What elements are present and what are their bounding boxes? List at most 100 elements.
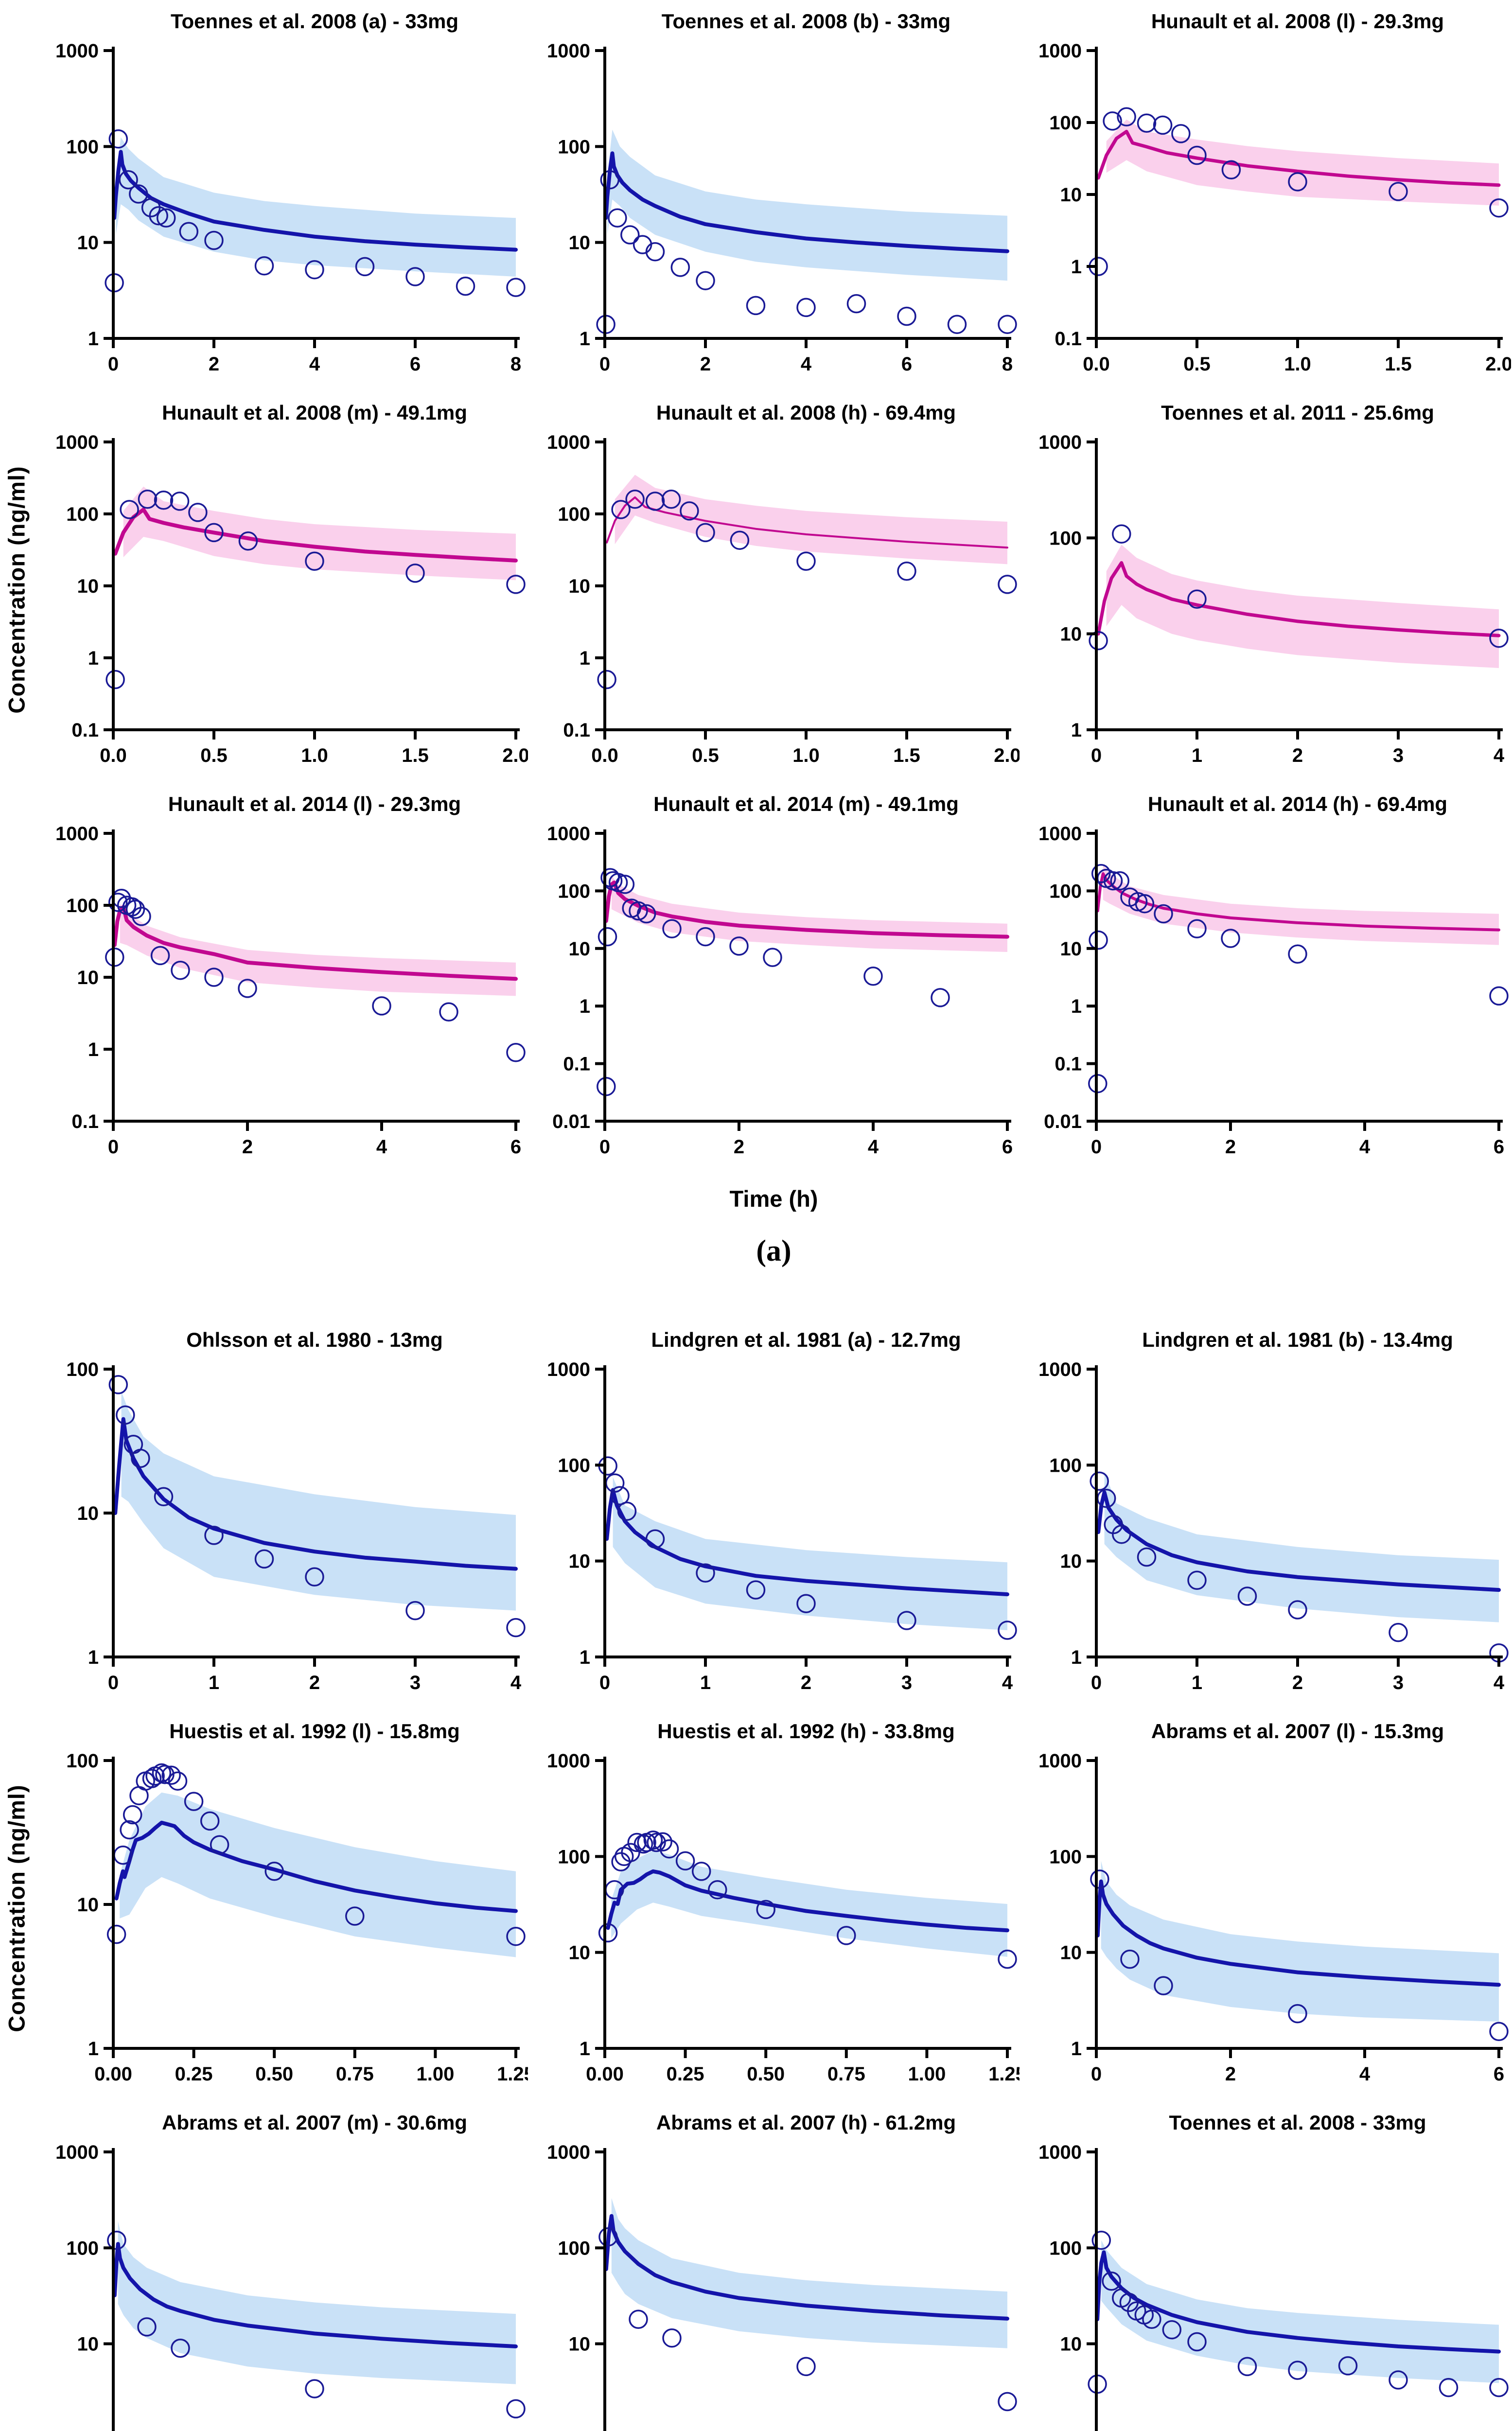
- y-tick-label: 1: [580, 996, 590, 1017]
- x-tick-label: 2: [1292, 745, 1303, 766]
- data-point: [696, 927, 715, 947]
- y-tick-label: 1000: [55, 823, 99, 845]
- y-tick-label: 100: [66, 2237, 99, 2259]
- data-point: [355, 257, 375, 277]
- subplot-title: Abrams et al. 2007 (l) - 15.3mg: [1151, 1720, 1444, 1743]
- x-tick-label: 1: [1192, 1672, 1202, 1693]
- x-tick-label: 6: [1494, 1136, 1504, 1158]
- data-point: [947, 315, 967, 334]
- data-point: [897, 306, 916, 326]
- data-point: [142, 1769, 162, 1788]
- x-tick-label: 1: [700, 1672, 711, 1693]
- x-tick-label: 8: [1002, 353, 1013, 375]
- x-tick-label: 4: [309, 353, 320, 375]
- y-tick-label: 10: [1060, 1942, 1082, 1964]
- y-tick-label: 1000: [547, 432, 590, 453]
- y-tick-label: 0.1: [563, 720, 590, 741]
- data-point: [643, 1830, 663, 1850]
- data-point: [1171, 124, 1191, 143]
- subplot-title: Hunault et al. 2014 (l) - 29.3mg: [168, 793, 461, 815]
- subplot-lindgren-1981a: 1 10 100 1000 0 1 2 3 4 Lindgren et al. 1981 (a) …: [528, 1321, 1020, 1713]
- x-tick-label: 0.5: [1183, 353, 1211, 375]
- data-point: [1237, 2357, 1257, 2377]
- data-point: [1091, 2230, 1111, 2250]
- data-point: [645, 492, 665, 511]
- x-tick-label: 0.75: [827, 2063, 865, 2085]
- data-point: [155, 1764, 175, 1784]
- data-point: [150, 946, 170, 966]
- data-point: [629, 901, 648, 921]
- data-point: [1221, 929, 1240, 948]
- x-tick-label: 2: [242, 1136, 253, 1158]
- data-point: [729, 936, 749, 956]
- model-line: [1096, 872, 1500, 932]
- subplot-hunault-2008-h: 0.1 1 10 100 1000 0.0 0.5 1.0 1.5 2.0 Hunault et a…: [528, 394, 1021, 786]
- y-tick-label: 100: [558, 504, 590, 525]
- x-tick-label: 0: [108, 353, 119, 375]
- data-point: [1162, 2320, 1182, 2340]
- data-point: [154, 491, 174, 510]
- y-tick-label: 10: [1060, 1551, 1082, 1572]
- model-line: [112, 2242, 518, 2348]
- data-point: [1112, 524, 1131, 544]
- data-point: [1089, 631, 1108, 651]
- y-tick-label: 1000: [1038, 2142, 1082, 2163]
- data-point: [633, 1834, 653, 1854]
- subplot-hunault-2014-m: 0.01 0.1 1 10 100 1000 0 2 4 6 Hunault et al. 2014…: [528, 786, 1020, 1177]
- data-point: [152, 1763, 172, 1783]
- data-point: [625, 490, 645, 509]
- y-tick-label: 100: [558, 1846, 590, 1867]
- y-tick-label: 0.1: [71, 1111, 99, 1132]
- y-tick-label: 10: [77, 1503, 99, 1524]
- data-point: [1154, 904, 1173, 924]
- confidence-band: [1106, 119, 1499, 206]
- data-point: [204, 1526, 224, 1545]
- x-tick-label: 1.25: [988, 2063, 1020, 2085]
- data-point: [105, 669, 125, 689]
- x-tick-label: 0.00: [94, 2063, 132, 2085]
- y-tick-label: 1: [1071, 720, 1082, 741]
- y-tick-label: 100: [1049, 1455, 1082, 1476]
- y-tick-label: 1000: [1038, 1359, 1082, 1380]
- data-point: [129, 184, 148, 204]
- y-tick-label: 1000: [547, 823, 590, 845]
- y-tick-label: 10: [569, 938, 591, 960]
- subplot-title: Huestis et al. 1992 (l) - 15.8mg: [169, 1720, 460, 1743]
- confidence-band: [118, 2221, 516, 2384]
- y-tick-label: 100: [558, 881, 590, 902]
- data-point: [204, 968, 224, 987]
- x-tick-label: 4: [1494, 1672, 1505, 1693]
- y-tick-label: 100: [1049, 1846, 1082, 1867]
- data-point: [998, 575, 1017, 594]
- data-point: [763, 948, 782, 967]
- y-tick-label: 10: [1060, 2334, 1082, 2355]
- x-tick-label: 6: [410, 353, 421, 375]
- data-point: [305, 1567, 324, 1587]
- y-tick-label: 100: [558, 2237, 590, 2259]
- x-tick-label: 0.50: [255, 2063, 293, 2085]
- x-tick-label: 4: [1359, 1136, 1371, 1158]
- x-tick-label: 1.5: [1385, 353, 1412, 375]
- data-point: [1137, 113, 1157, 133]
- confidence-band: [1101, 1861, 1499, 2022]
- y-tick-label: 1: [88, 1039, 99, 1060]
- panel-a-grid: 1 10 100 1000 0 2 4 6 8 Toennes et al. 2008 (a) -…: [36, 3, 1512, 1177]
- y-tick-label: 1000: [547, 1750, 590, 1772]
- data-point: [746, 296, 766, 316]
- confidence-band: [120, 903, 516, 996]
- y-tick-label: 1000: [1038, 1750, 1082, 1772]
- data-point: [506, 1043, 526, 1062]
- data-point: [661, 490, 681, 509]
- x-tick-label: 4: [1002, 1672, 1013, 1693]
- data-point: [691, 1862, 711, 1881]
- y-tick-label: 10: [1060, 184, 1082, 206]
- subplot-title: Hunault et al. 2014 (h) - 69.4mg: [1148, 793, 1447, 815]
- data-point: [653, 1832, 672, 1852]
- y-tick-label: 1: [88, 2038, 99, 2060]
- data-point: [305, 2379, 324, 2398]
- x-tick-label: 0.25: [667, 2063, 704, 2085]
- data-point: [1489, 198, 1509, 218]
- y-axis-label: Concentration (ng/ml): [3, 466, 30, 714]
- data-point: [1389, 1622, 1408, 1642]
- subplot-hunault-2008-m: 0.1 1 10 100 1000 0.0 0.5 1.0 1.5 2.0 Hunault et a…: [36, 394, 529, 786]
